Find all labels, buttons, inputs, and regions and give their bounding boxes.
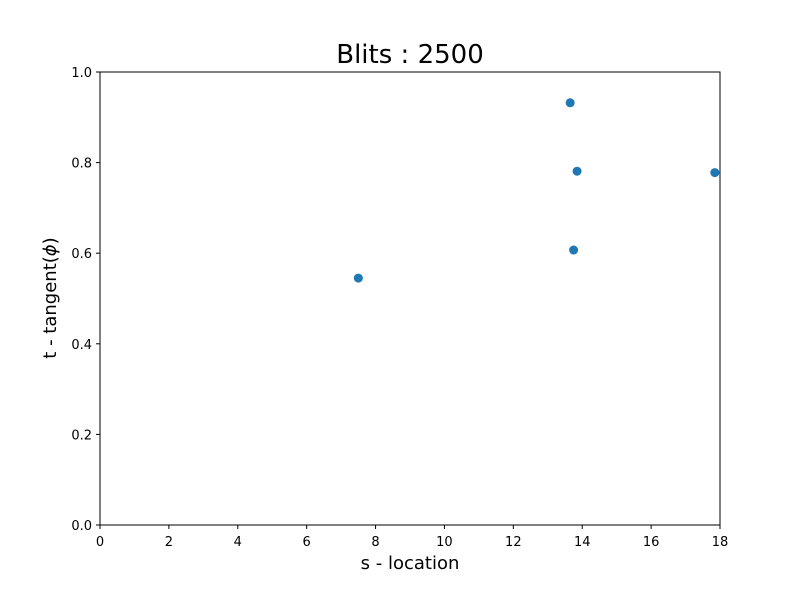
y-axis-label-symbol: ϕ: [40, 244, 61, 256]
y-tick-label: 0.6: [71, 247, 92, 262]
x-tick-label: 16: [643, 535, 660, 550]
x-axis-ticks: 0 2 4 6 8 10 12 14 16 18: [96, 525, 728, 550]
y-axis-label: t - tangent(ϕ): [40, 237, 61, 358]
x-tick-label: 0: [96, 535, 104, 550]
x-tick-label: 18: [712, 535, 729, 550]
x-tick-label: 4: [234, 535, 242, 550]
y-tick-label: 0.8: [71, 157, 92, 172]
data-points: [353, 98, 720, 283]
y-tick-label: 0.0: [71, 519, 92, 534]
x-tick-label: 6: [303, 535, 311, 550]
data-point: [569, 245, 579, 255]
x-tick-label: 10: [436, 535, 453, 550]
x-tick-label: 2: [165, 535, 173, 550]
x-tick-label: 12: [505, 535, 522, 550]
y-axis-ticks: 0.0 0.2 0.4 0.6 0.8 1.0: [71, 66, 100, 534]
y-axis-label-suffix: ): [40, 237, 61, 244]
plot-area: [99, 71, 721, 526]
chart-title: Blits : 2500: [336, 40, 483, 70]
data-point: [710, 168, 720, 178]
data-point: [353, 273, 363, 283]
x-axis-label: s - location: [361, 553, 460, 574]
y-tick-label: 0.4: [71, 338, 92, 353]
data-point: [572, 166, 582, 176]
data-point: [565, 98, 575, 108]
x-tick-label: 8: [371, 535, 379, 550]
y-axis-label-text: t - tangent(: [40, 256, 61, 358]
y-tick-label: 1.0: [71, 66, 92, 81]
x-tick-label: 14: [574, 535, 591, 550]
y-tick-label: 0.2: [71, 428, 92, 443]
